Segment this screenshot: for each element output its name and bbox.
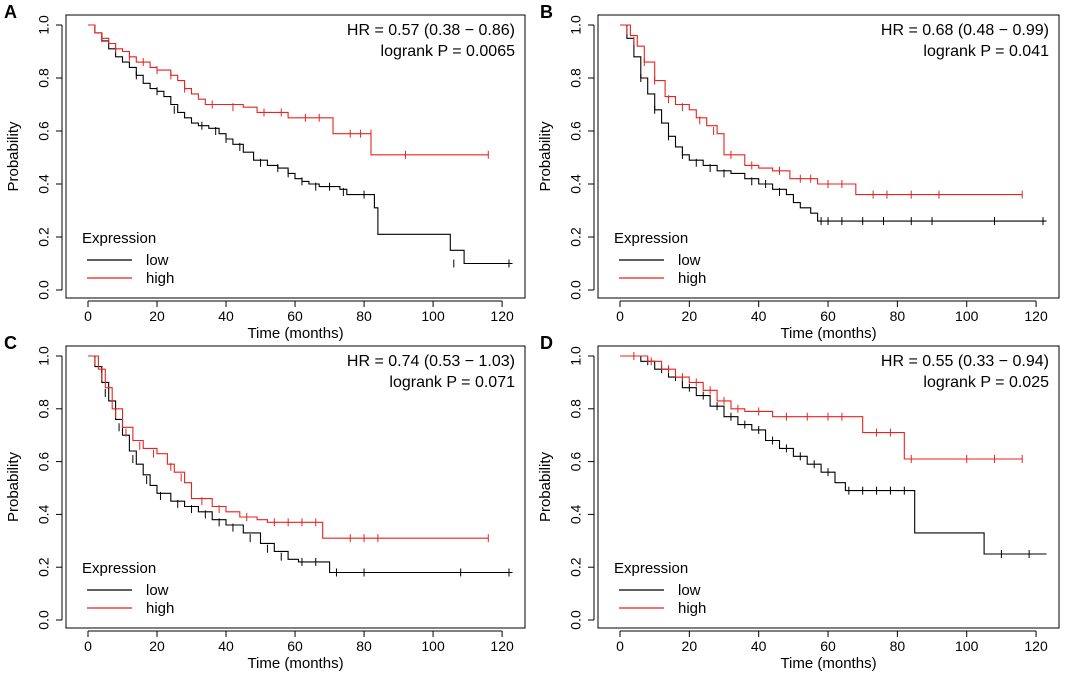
x-axis-title: Time (months) <box>780 655 876 672</box>
x-tick-label: 20 <box>149 638 165 654</box>
y-tick-label: 0.0 <box>36 280 52 300</box>
km-curve-high <box>620 355 1023 460</box>
y-tick-label: 0.8 <box>568 399 584 419</box>
legend-title: Expression <box>614 560 688 577</box>
x-tick-label: 80 <box>890 638 906 654</box>
panel-a: A 0 20 40 60 80 100 120 Time (months) 0.0 0.2 0.4 0.… <box>4 2 526 342</box>
legend-title: Expression <box>82 230 156 247</box>
legend-title: Expression <box>82 560 156 577</box>
legend-label-high: high <box>678 270 706 287</box>
y-tick-label: 0.2 <box>36 227 52 247</box>
hazard-ratio-text: HR = 0.57 (0.38 − 0.86) <box>347 22 515 39</box>
x-tick-label: 80 <box>356 638 372 654</box>
x-tick-label: 100 <box>421 308 445 324</box>
y-tick-label: 0.8 <box>36 68 52 88</box>
legend-label-high: high <box>146 270 174 287</box>
logrank-p-text: logrank P = 0.041 <box>923 43 1049 60</box>
x-axis-title: Time (months) <box>247 325 343 342</box>
panel-d: D 0 20 40 60 80 100 120 Time (months) 0.0 0.2 0.4 0.… <box>537 333 1060 672</box>
plot-frame <box>65 14 526 299</box>
legend-label-low: low <box>678 252 701 269</box>
y-tick-label: 1.0 <box>568 15 584 35</box>
y-tick-label: 0.6 <box>568 121 584 141</box>
km-curve-high <box>88 24 489 156</box>
km-curve-low <box>620 24 1047 222</box>
y-axis-title: Probability <box>5 121 22 192</box>
km-curve-high <box>88 355 489 539</box>
y-tick-label: 0.4 <box>568 174 584 194</box>
y-tick-label: 0.4 <box>36 504 52 524</box>
y-tick-label: 0.2 <box>568 557 584 577</box>
logrank-p-text: logrank P = 0.071 <box>389 374 515 391</box>
panel-letter: D <box>540 333 553 353</box>
y-tick-label: 0.2 <box>36 557 52 577</box>
y-tick-label: 0.6 <box>568 452 584 472</box>
y-tick-label: 0.0 <box>568 280 584 300</box>
x-tick-label: 20 <box>682 638 698 654</box>
x-tick-label: 100 <box>955 308 979 324</box>
logrank-p-text: logrank P = 0.025 <box>923 374 1049 391</box>
hazard-ratio-text: HR = 0.55 (0.33 − 0.94) <box>881 353 1049 370</box>
hazard-ratio-text: HR = 0.74 (0.53 − 1.03) <box>347 353 515 370</box>
y-tick-label: 0.8 <box>568 68 584 88</box>
logrank-p-text: logrank P = 0.0065 <box>381 43 516 60</box>
panel-letter: C <box>4 333 17 353</box>
x-tick-label: 80 <box>890 308 906 324</box>
y-tick-label: 0.2 <box>568 227 584 247</box>
panel-c: C 0 20 40 60 80 100 120 Time (months) 0.0 0.2 0.4 0.… <box>4 333 526 672</box>
x-axis-title: Time (months) <box>780 325 876 342</box>
legend-label-low: low <box>678 582 701 599</box>
x-tick-label: 60 <box>820 638 836 654</box>
plot-frame <box>597 345 1060 629</box>
legend-label-high: high <box>146 600 174 617</box>
y-tick-label: 0.4 <box>568 504 584 524</box>
x-axis-title: Time (months) <box>247 655 343 672</box>
y-tick-label: 0.6 <box>36 452 52 472</box>
legend-label-high: high <box>678 600 706 617</box>
x-tick-label: 60 <box>820 308 836 324</box>
panel-letter: A <box>4 2 17 22</box>
x-tick-label: 40 <box>218 638 234 654</box>
y-tick-label: 0.8 <box>36 399 52 419</box>
y-tick-label: 0.6 <box>36 121 52 141</box>
y-tick-label: 0.0 <box>36 610 52 630</box>
x-tick-label: 0 <box>84 638 92 654</box>
x-tick-label: 80 <box>356 308 372 324</box>
x-tick-label: 120 <box>490 308 514 324</box>
x-tick-label: 120 <box>490 638 514 654</box>
panel-letter: B <box>540 2 553 22</box>
panel-b: B 0 20 40 60 80 100 120 Time (months) 0.0 0.2 0.4 0.… <box>537 2 1060 342</box>
y-tick-label: 0.0 <box>568 610 584 630</box>
x-tick-label: 0 <box>616 638 624 654</box>
x-tick-label: 100 <box>955 638 979 654</box>
x-tick-label: 60 <box>287 638 303 654</box>
legend-label-low: low <box>146 252 169 269</box>
y-axis-title: Probability <box>5 451 22 522</box>
y-tick-label: 0.4 <box>36 174 52 194</box>
hazard-ratio-text: HR = 0.68 (0.48 − 0.99) <box>881 22 1049 39</box>
x-tick-label: 20 <box>149 308 165 324</box>
km-curve-low <box>88 24 513 265</box>
x-tick-label: 60 <box>287 308 303 324</box>
x-tick-label: 40 <box>218 308 234 324</box>
legend-label-low: low <box>146 582 169 599</box>
x-tick-label: 120 <box>1024 308 1048 324</box>
x-tick-label: 100 <box>421 638 445 654</box>
x-tick-label: 120 <box>1024 638 1048 654</box>
y-axis-title: Probability <box>537 451 554 522</box>
x-tick-label: 20 <box>682 308 698 324</box>
y-axis-title: Probability <box>537 121 554 192</box>
legend-title: Expression <box>614 230 688 247</box>
plot-frame <box>597 14 1060 299</box>
x-tick-label: 0 <box>84 308 92 324</box>
x-tick-label: 40 <box>751 308 767 324</box>
y-tick-label: 1.0 <box>36 15 52 35</box>
km-curve-low <box>88 355 513 574</box>
plot-frame <box>65 345 526 629</box>
y-tick-label: 1.0 <box>568 346 584 366</box>
x-tick-label: 0 <box>616 308 624 324</box>
y-tick-label: 1.0 <box>36 346 52 366</box>
x-tick-label: 40 <box>751 638 767 654</box>
